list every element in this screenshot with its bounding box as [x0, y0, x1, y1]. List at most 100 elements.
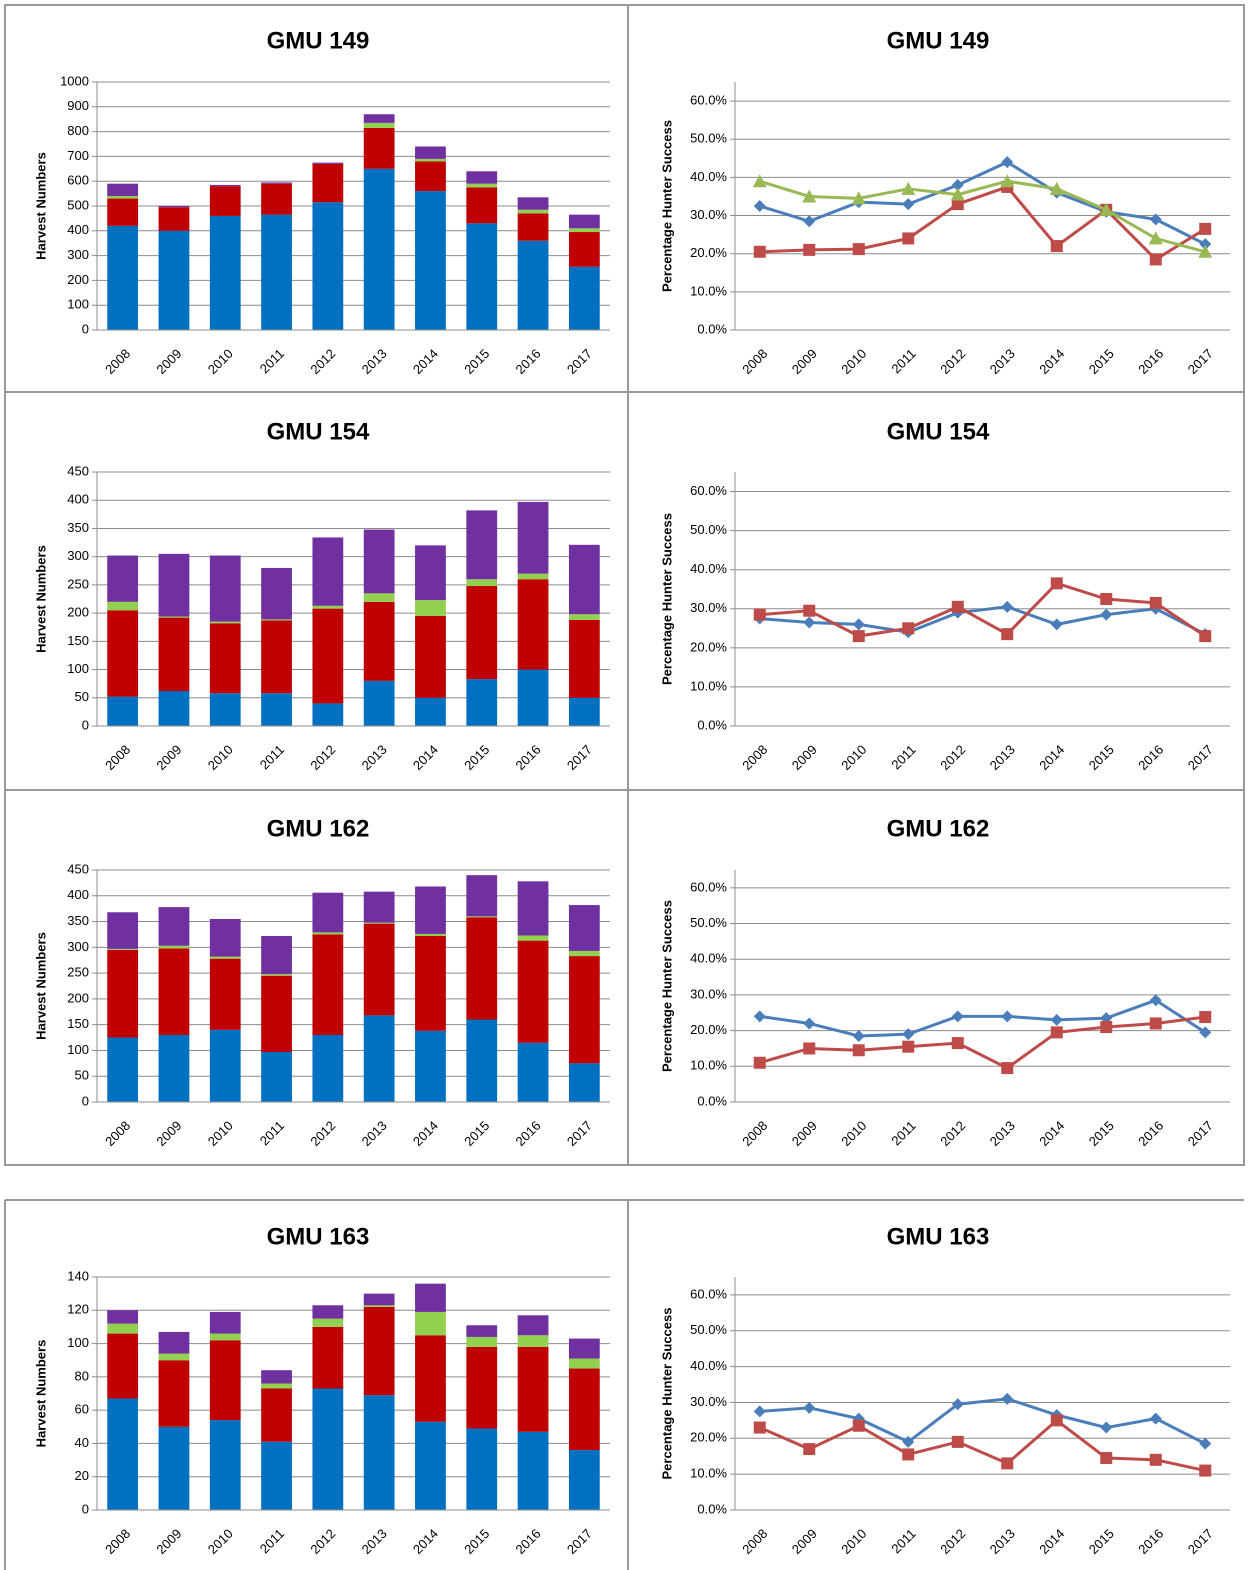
bar-segment	[517, 1042, 549, 1102]
marker	[1100, 1452, 1113, 1465]
y-axis-label: Harvest Numbers	[33, 932, 48, 1040]
bar-segment	[261, 693, 292, 726]
y-tick-label: 50.0%	[690, 131, 727, 146]
marker	[951, 1398, 964, 1411]
bar-segment	[363, 1015, 395, 1102]
bar-segment	[568, 214, 600, 229]
bar-segment	[107, 1323, 139, 1334]
y-tick-label: 300	[67, 247, 89, 262]
bar-segment	[517, 213, 549, 241]
bar-segment	[312, 932, 344, 935]
bar-segment	[466, 1336, 498, 1347]
x-tick-label: 2009	[789, 1118, 820, 1149]
bar-segment	[415, 935, 446, 1031]
x-tick-label: 2012	[937, 1118, 968, 1149]
bar-segment	[363, 529, 395, 594]
bar-segment	[517, 240, 549, 330]
x-tick-label: 2015	[461, 346, 492, 377]
marker	[902, 1448, 915, 1461]
bar-segment	[158, 617, 190, 692]
y-tick-label: 40	[75, 1435, 89, 1450]
y-tick-label: 300	[67, 939, 89, 954]
marker	[1050, 240, 1063, 253]
bar-segment	[158, 1426, 190, 1510]
x-tick-label: 2009	[789, 1526, 820, 1557]
marker	[902, 1028, 915, 1041]
bar-segment	[363, 114, 395, 123]
panel-borders	[4, 4, 1245, 1570]
y-tick-label: 20.0%	[690, 1022, 727, 1037]
x-tick-label: 2015	[1086, 1526, 1117, 1557]
x-tick-label: 2017	[564, 1118, 595, 1149]
y-tick-label: 250	[67, 576, 89, 591]
y-tick-label: 800	[67, 123, 89, 138]
marker	[852, 618, 865, 631]
bar-segment	[158, 1353, 190, 1361]
marker	[1148, 231, 1163, 245]
marker	[852, 243, 865, 256]
y-tick-label: 60.0%	[690, 93, 727, 108]
bar-segment	[363, 1395, 395, 1510]
marker	[951, 1010, 964, 1023]
bar-segment	[107, 1333, 139, 1399]
marker	[1100, 1021, 1113, 1034]
x-tick-label: 2008	[102, 346, 133, 377]
bar-segment	[517, 940, 549, 1043]
x-tick-label: 2010	[838, 1526, 869, 1557]
x-tick-label: 2014	[1036, 346, 1067, 377]
marker	[1001, 628, 1014, 641]
bar-segment	[466, 917, 498, 1020]
y-tick-label: 0.0%	[697, 321, 727, 336]
y-tick-label: 30.0%	[690, 1394, 727, 1409]
chart-title: GMU 163	[887, 1223, 990, 1250]
bar-segment	[466, 579, 498, 587]
marker	[1199, 222, 1212, 235]
x-tick-label: 2017	[564, 1526, 595, 1557]
bar-segment	[363, 593, 395, 602]
x-tick-label: 2008	[739, 1118, 770, 1149]
x-tick-label: 2013	[359, 1118, 390, 1149]
chart-title: GMU 162	[887, 815, 990, 842]
series-line	[759, 1015, 1206, 1070]
bar-segment	[363, 1305, 395, 1307]
marker	[1001, 1010, 1014, 1023]
bar-segment	[107, 183, 139, 197]
bar-segment	[466, 1325, 498, 1337]
bar-segment	[415, 615, 446, 698]
marker	[902, 1040, 915, 1053]
bar-segment	[261, 1383, 292, 1389]
bar-segment	[107, 1037, 139, 1102]
marker	[852, 1044, 865, 1057]
x-tick-label: 2017	[1185, 346, 1216, 377]
bar-segment	[209, 623, 241, 694]
bar-segment	[363, 168, 395, 330]
series-line	[759, 185, 1207, 262]
bar-segment	[312, 1388, 344, 1510]
marker	[1149, 213, 1162, 226]
y-tick-label: 100	[67, 661, 89, 676]
bar-segment	[466, 223, 498, 330]
y-axis-label: Percentage Hunter Success	[659, 900, 674, 1072]
bar-segment	[107, 555, 139, 602]
marker	[1199, 238, 1212, 251]
x-tick-label: 2010	[838, 742, 869, 773]
bar-segment	[209, 693, 241, 726]
y-tick-label: 100	[67, 297, 89, 312]
series-line	[759, 1397, 1206, 1446]
bar-segment	[261, 619, 292, 621]
bar-segment	[312, 163, 344, 203]
x-tick-label: 2009	[153, 346, 184, 377]
marker	[901, 181, 916, 195]
bar-segment	[415, 1283, 446, 1312]
marker	[1199, 1464, 1212, 1477]
marker	[902, 622, 915, 635]
bar-segment	[415, 161, 446, 192]
marker	[1149, 1017, 1162, 1030]
bar-segment	[107, 912, 139, 949]
bar-segment	[312, 1318, 344, 1327]
x-tick-label: 2014	[410, 742, 441, 773]
y-tick-label: 400	[67, 222, 89, 237]
bar-segment	[261, 1441, 292, 1510]
x-tick-label: 2017	[1185, 1526, 1216, 1557]
bar-segment	[107, 1310, 139, 1324]
